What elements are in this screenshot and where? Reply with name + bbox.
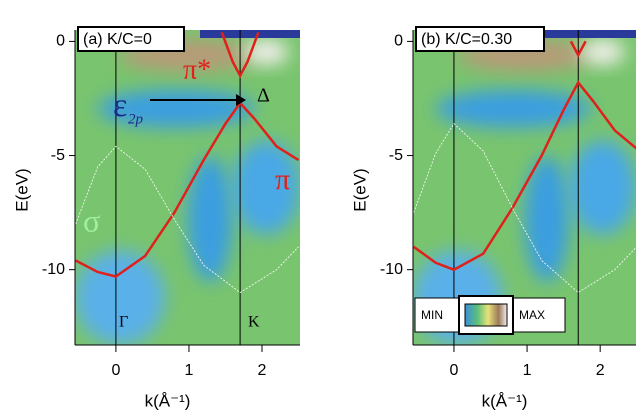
band-line <box>75 145 299 293</box>
top-band <box>543 30 636 38</box>
colorbar <box>464 303 508 327</box>
annotation: σ <box>83 202 100 238</box>
heatmap-blob <box>580 39 625 65</box>
band-line <box>220 31 260 79</box>
x-tick-label: 2 <box>596 362 605 379</box>
x-tick-label: 1 <box>185 362 194 379</box>
heatmap-blob <box>187 156 233 282</box>
panel-title: (a) K/C=0 <box>83 31 152 48</box>
x-tick-label: 2 <box>258 362 267 379</box>
y-tick-label: -10 <box>380 261 403 278</box>
x-tick-label: 0 <box>111 362 120 379</box>
x-axis-label: k(Å⁻¹) <box>482 391 528 410</box>
band-line <box>413 80 636 272</box>
x-tick-label: 0 <box>449 362 458 379</box>
annotation: π* <box>183 54 211 85</box>
heatmap-blob <box>75 250 165 345</box>
band-line <box>413 122 636 293</box>
heatmap-blob <box>569 140 636 235</box>
annotation: 2p <box>128 111 144 127</box>
y-tick-label: -10 <box>42 261 65 278</box>
heatmap-blob <box>435 89 592 128</box>
y-tick-label: -5 <box>51 147 65 164</box>
annotation: π <box>275 163 290 196</box>
x-axis-label: k(Å⁻¹) <box>145 391 191 410</box>
x-tick-label: 1 <box>523 362 532 379</box>
annotation: ε <box>113 87 127 124</box>
top-band <box>200 30 300 38</box>
y-tick-label: 0 <box>56 33 65 50</box>
heatmap-blob <box>232 140 300 235</box>
y-axis-label: E(eV) <box>350 168 369 211</box>
annotation: Δ <box>257 85 270 107</box>
colorbar-max-label: MAX <box>519 308 545 322</box>
panel-title: (b) K/C=0.30 <box>421 31 512 48</box>
y-tick-label: 0 <box>394 33 403 50</box>
y-tick-label: -5 <box>389 147 403 164</box>
y-axis-label: E(eV) <box>12 168 31 211</box>
annotation: K <box>248 314 260 331</box>
title-box <box>77 26 185 52</box>
colorbar-min-label: MIN <box>421 308 443 322</box>
band-line <box>569 40 587 58</box>
heatmap-blob <box>524 156 570 282</box>
arrow-head <box>236 94 246 106</box>
annotation: Γ <box>119 314 128 331</box>
heatmap-blob <box>243 39 289 65</box>
title-box <box>415 26 545 52</box>
band-line <box>75 101 300 278</box>
